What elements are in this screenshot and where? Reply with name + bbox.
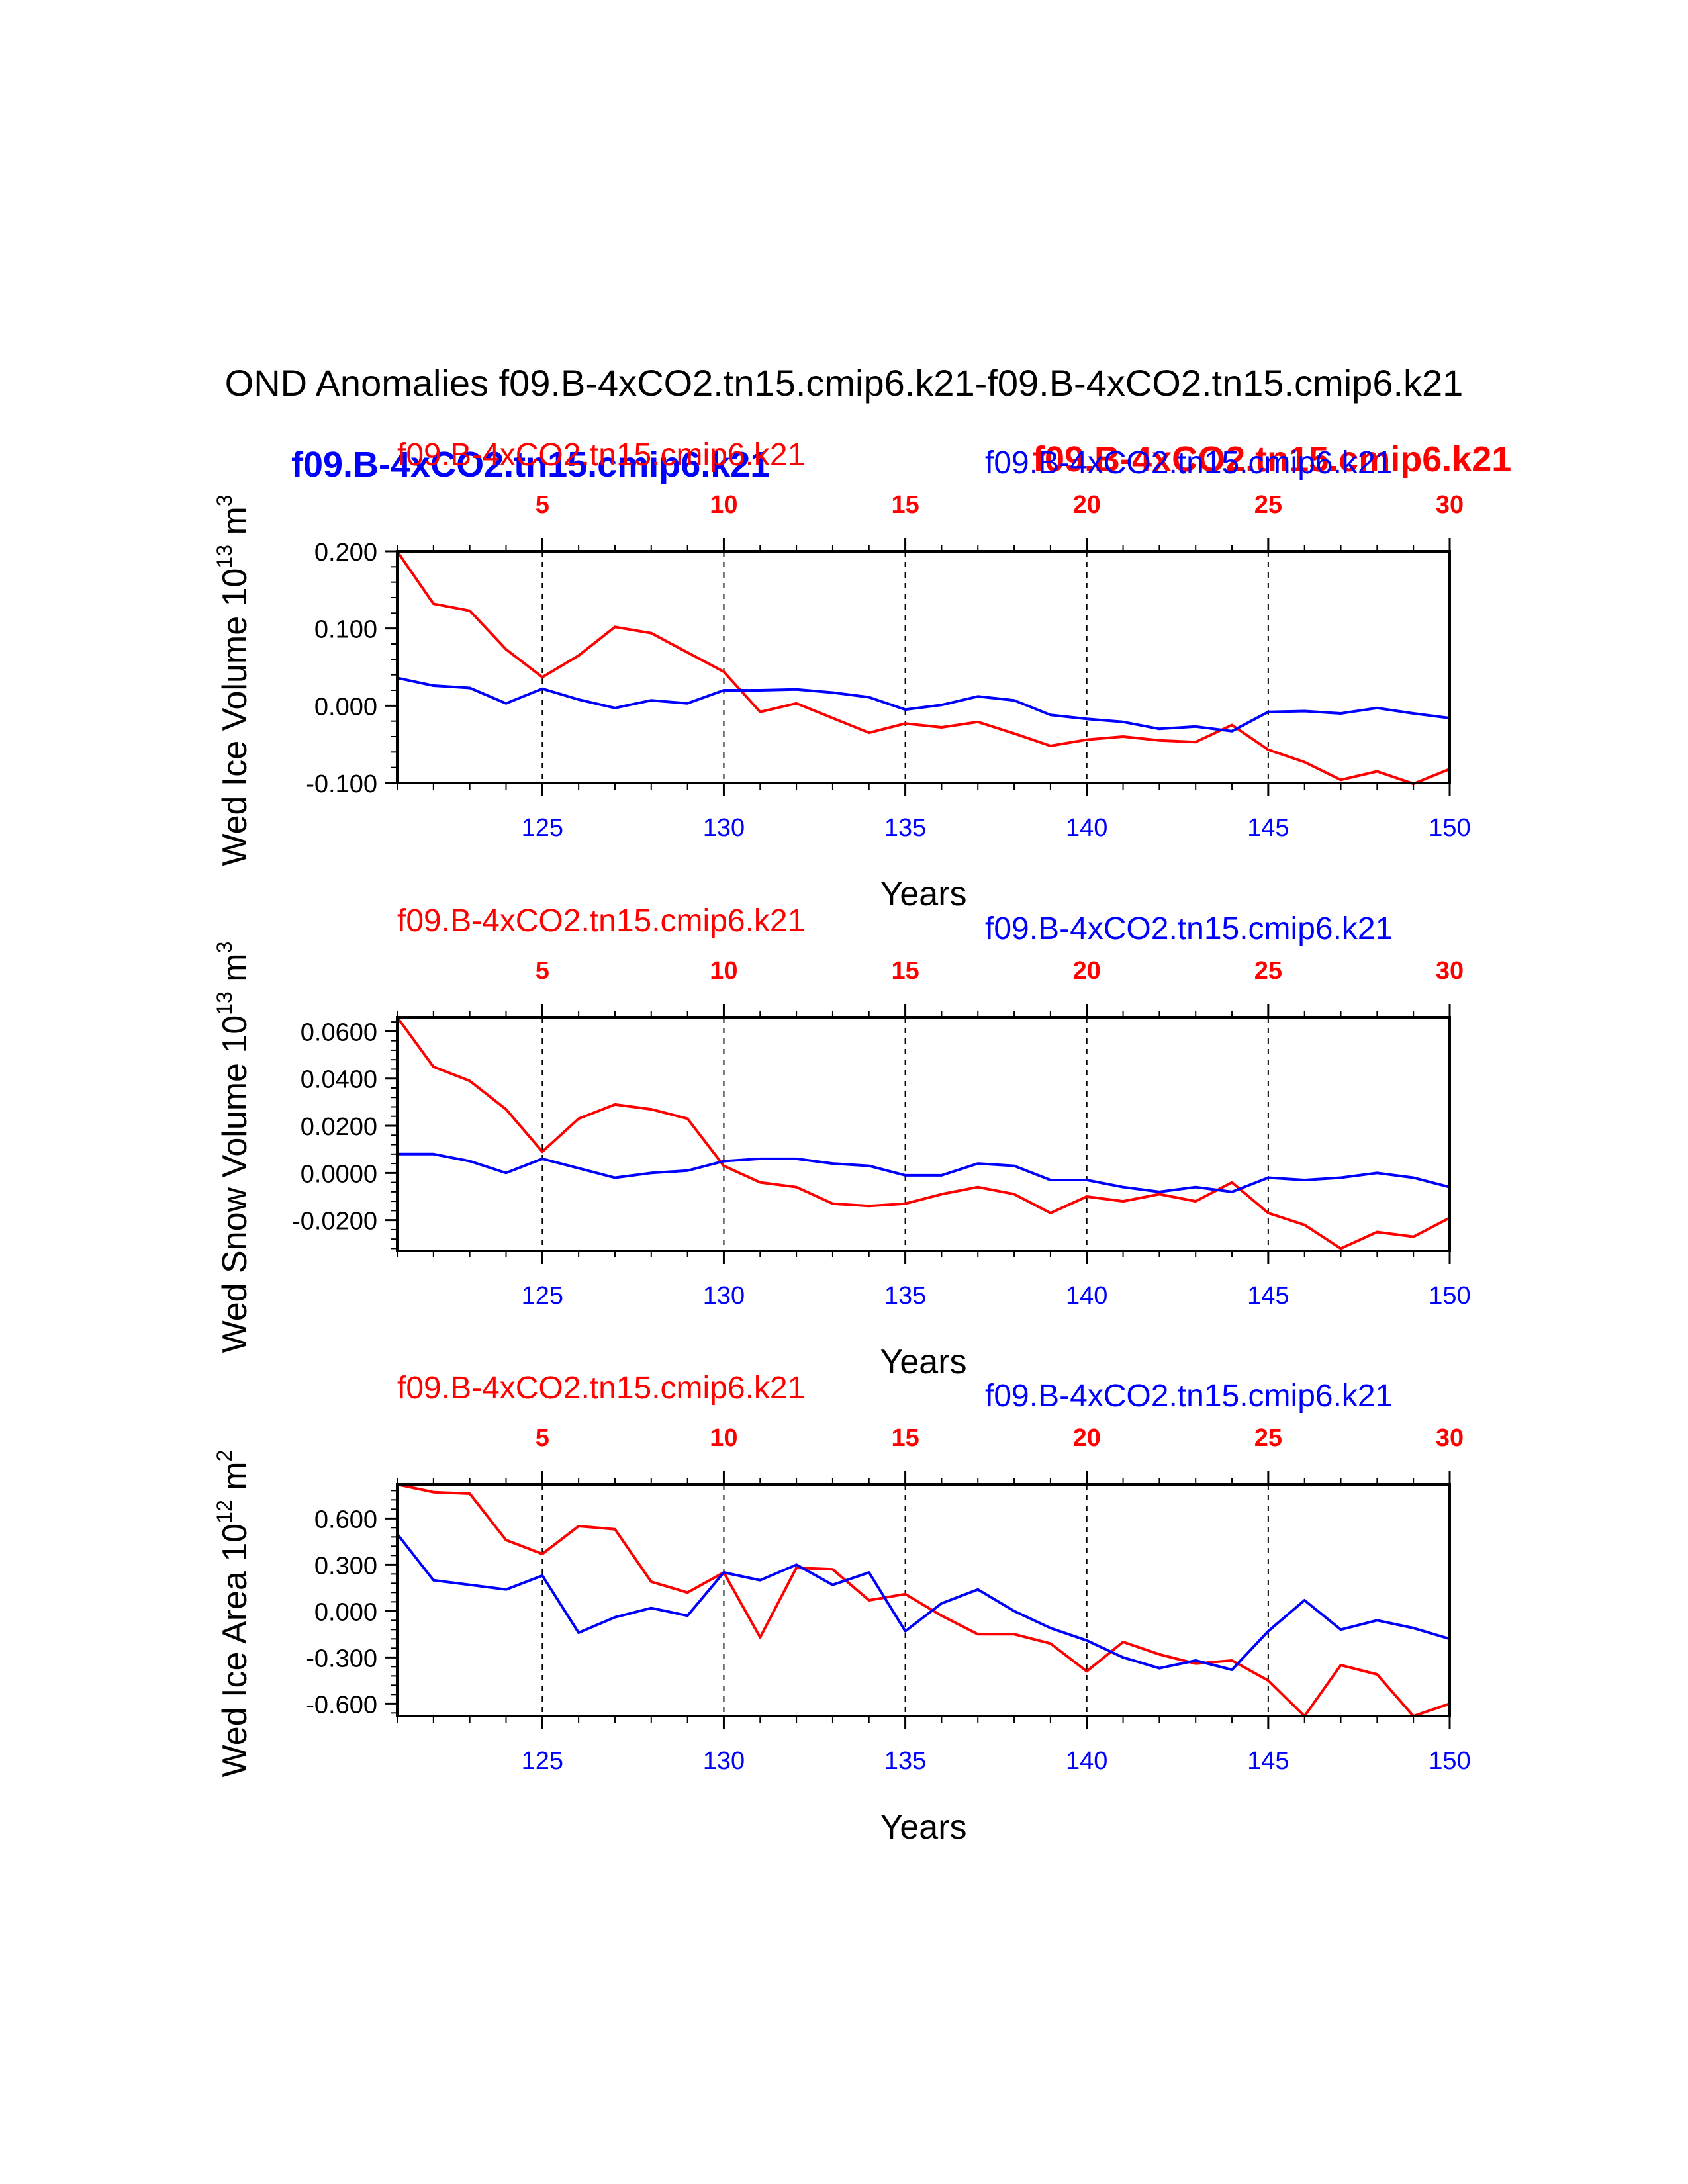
x-top-tick-label: 20	[1073, 491, 1101, 519]
top-left-series-label: f09.B-4xCO2.tn15.cmip6.k21	[397, 437, 805, 473]
top-right-series-label: f09.B-4xCO2.tn15.cmip6.k21	[985, 911, 1393, 946]
x-top-tick-label: 20	[1073, 957, 1101, 985]
top-right-series-label: f09.B-4xCO2.tn15.cmip6.k21	[985, 445, 1393, 480]
y-axis-title-exponent: 13	[212, 545, 236, 569]
x-top-tick-label: 10	[710, 491, 737, 519]
x-tick-label: 150	[1429, 1282, 1470, 1310]
x-tick-label: 135	[884, 814, 926, 842]
y-tick-label: 0.200	[314, 539, 377, 567]
top-right-series-label: f09.B-4xCO2.tn15.cmip6.k21	[985, 1379, 1393, 1414]
x-top-tick-label: 25	[1254, 957, 1282, 985]
x-top-tick-label: 30	[1436, 1424, 1464, 1452]
panel-3: -0.600 -0.300 0.000 0.300 0.600 125 5 130 10 135 1…	[212, 1371, 1471, 1846]
x-tick-label: 140	[1066, 814, 1107, 842]
top-left-series-label: f09.B-4xCO2.tn15.cmip6.k21	[397, 903, 805, 938]
y-axis-title-unit-exponent: 3	[212, 494, 236, 506]
plot-frame	[396, 1483, 1451, 1717]
x-tick-label: 125	[522, 814, 563, 842]
x-tick-label: 145	[1247, 1282, 1289, 1310]
series-red-line	[397, 1483, 1450, 1717]
y-axis-title: Wed Ice Area 1012 m2	[212, 1450, 254, 1778]
x-top-tick-label: 15	[891, 957, 919, 985]
x-tick-label: 150	[1429, 1747, 1470, 1775]
y-axis-title-text: Wed Snow Volume 10	[216, 1015, 254, 1353]
y-axis-title-text: Wed Ice Volume 10	[216, 569, 254, 866]
x-top-tick-label: 30	[1436, 957, 1464, 985]
series-blue-line	[396, 1533, 1450, 1671]
y-axis-title-text: Wed Ice Area 10	[216, 1524, 254, 1778]
x-tick-label: 130	[703, 814, 745, 842]
x-axis-title: Years	[880, 1808, 966, 1846]
y-axis-title-unit-exponent: 3	[212, 942, 236, 954]
panel-1: -0.100 0.000 0.100 0.200 125 5 130 10 135 15 140 20…	[212, 437, 1471, 913]
y-axis-title-unit-exponent: 2	[212, 1450, 236, 1462]
x-tick-label: 130	[703, 1282, 745, 1310]
y-tick-label: -0.100	[306, 770, 377, 798]
overlay-blue-label: f09.B-4xCO2.tn15.cmip6.k21	[291, 445, 770, 484]
series-red-line	[396, 550, 1450, 786]
x-top-tick-label: 5	[536, 1424, 549, 1452]
x-top-tick-label: 15	[891, 491, 919, 519]
y-tick-label: 0.0200	[301, 1113, 377, 1141]
y-tick-label: 0.300	[314, 1552, 377, 1580]
x-top-tick-label: 30	[1436, 491, 1464, 519]
series-red-line	[396, 1016, 1450, 1250]
x-tick-label: 145	[1247, 1747, 1289, 1775]
x-tick-label: 140	[1066, 1747, 1107, 1775]
y-axis-title-unit: m	[216, 953, 254, 991]
y-axis-title: Wed Ice Volume 1013 m3	[212, 494, 254, 866]
y-tick-label: -0.0200	[292, 1208, 377, 1236]
top-left-series-label: f09.B-4xCO2.tn15.cmip6.k21	[397, 1371, 805, 1406]
x-top-tick-label: 25	[1254, 491, 1282, 519]
overlay-red-label: f09.B-4xCO2.tn15.cmip6.k21	[1033, 439, 1511, 479]
y-axis-title-exponent: 12	[212, 1500, 236, 1524]
y-tick-label: 0.100	[314, 616, 377, 644]
x-tick-label: 140	[1066, 1282, 1107, 1310]
panel-2: -0.0200 0.0000 0.0200 0.0400 0.0600 125 5 130 10…	[212, 903, 1471, 1381]
x-tick-label: 130	[703, 1747, 745, 1775]
page-title: OND Anomalies f09.B-4xCO2.tn15.cmip6.k21…	[225, 362, 1464, 404]
x-tick-label: 145	[1247, 814, 1289, 842]
y-tick-label: 0.000	[314, 1598, 377, 1626]
y-tick-label: 0.0400	[301, 1066, 377, 1094]
x-axis-title: Years	[880, 1343, 966, 1381]
y-tick-label: -0.300	[306, 1645, 377, 1672]
series-blue-line	[397, 1152, 1450, 1193]
series-blue-line	[397, 676, 1450, 733]
x-tick-label: 125	[522, 1747, 563, 1775]
y-axis-title: Wed Snow Volume 1013 m3	[212, 942, 254, 1353]
y-tick-label: 0.0600	[301, 1019, 377, 1046]
x-top-tick-label: 5	[536, 957, 549, 985]
y-axis-title-unit: m	[216, 1461, 254, 1500]
x-tick-label: 125	[522, 1282, 563, 1310]
x-top-tick-label: 10	[710, 957, 737, 985]
y-tick-label: -0.600	[306, 1691, 377, 1719]
y-axis-title-exponent: 13	[212, 991, 236, 1015]
x-tick-label: 150	[1429, 814, 1470, 842]
plot-frame	[396, 1016, 1451, 1252]
x-top-tick-label: 25	[1254, 1424, 1282, 1452]
x-top-tick-label: 20	[1073, 1424, 1101, 1452]
y-tick-label: 0.600	[314, 1506, 377, 1533]
x-tick-label: 135	[884, 1747, 926, 1775]
y-axis-title-unit: m	[216, 506, 254, 545]
y-tick-label: 0.0000	[301, 1160, 377, 1188]
chart-panels: -0.1000.0000.1000.2001255130101351514020…	[212, 437, 1471, 1846]
x-axis-title: Years	[880, 875, 966, 913]
x-top-tick-label: 10	[710, 1424, 737, 1452]
plot-frame	[396, 550, 1451, 784]
x-top-tick-label: 5	[536, 491, 549, 519]
x-tick-label: 135	[884, 1282, 926, 1310]
x-top-tick-label: 15	[891, 1424, 919, 1452]
y-tick-label: 0.000	[314, 693, 377, 721]
